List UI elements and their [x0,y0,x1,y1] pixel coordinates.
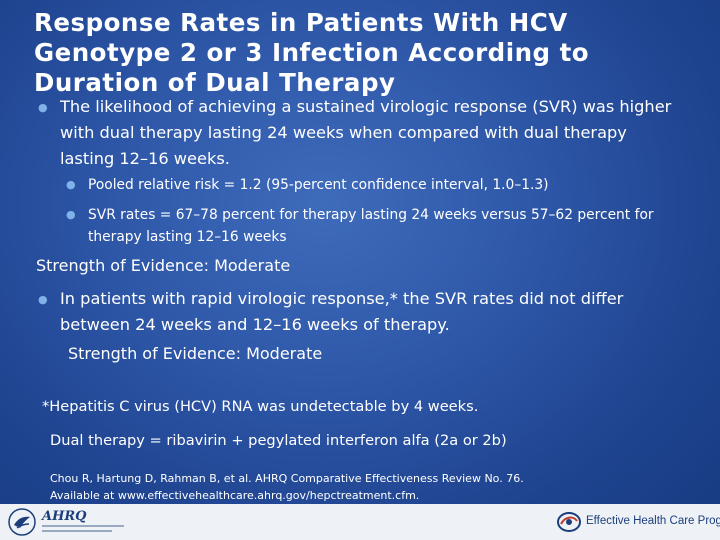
ehc-swirl-icon [557,512,581,532]
subbullet-relative-risk: ● Pooled relative risk = 1.2 (95-percent… [66,174,686,196]
ahrq-logo: AHRQ [42,509,124,535]
program-name: Effective Health Care Program [586,515,720,527]
ahrq-logo-text: AHRQ [42,509,87,524]
citation-line: Chou R, Hartung D, Rahman B, et al. AHRQ… [50,472,524,485]
strength-of-evidence: Strength of Evidence: Moderate [36,256,291,275]
citation: Chou R, Hartung D, Rahman B, et al. AHRQ… [50,470,650,504]
subbullet-text: SVR rates = 67–78 percent for therapy la… [88,207,654,245]
bullet-icon: ● [38,101,48,114]
footer: AHRQ Effective Health Care Program [0,504,720,540]
bullet-rapid-response: ● In patients with rapid virologic respo… [38,286,678,338]
bullet-icon: ● [38,293,48,306]
footnote: *Hepatitis C virus (HCV) RNA was undetec… [42,398,479,415]
dual-therapy-definition: Dual therapy = ribavirin + pegylated int… [50,432,507,449]
hhs-eagle-icon [8,508,36,536]
bullet-icon: ● [66,178,76,191]
strength-of-evidence: Strength of Evidence: Moderate [68,344,323,363]
citation-line: Available at www.effectivehealthcare.ahr… [50,489,420,502]
ehc-logo: Effective Health Care Program [556,510,720,534]
slide-title: Response Rates in Patients With HCV Geno… [34,8,590,97]
ahrq-tagline-bar [42,525,124,527]
subbullet-text: Pooled relative risk = 1.2 (95-percent c… [88,177,549,193]
subbullet-svr-rates: ● SVR rates = 67–78 percent for therapy … [66,204,686,248]
bullet-text: In patients with rapid virologic respons… [60,289,624,334]
ahrq-tagline-bar [42,530,112,532]
bullet-icon: ● [66,208,76,221]
bullet-text: The likelihood of achieving a sustained … [60,97,672,168]
bullet-svr-likelihood: ● The likelihood of achieving a sustaine… [38,94,678,172]
